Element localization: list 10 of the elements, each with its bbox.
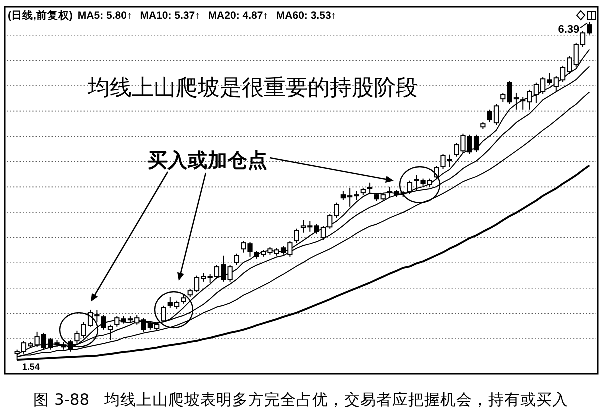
annotation: 1.54 <box>22 362 40 372</box>
annotation: MA60: 3.53↑ <box>276 10 337 22</box>
annotation: MA20: 4.87↑ <box>208 10 268 22</box>
annotation: 均线上山爬坡是很重要的持股阶段 <box>88 76 418 101</box>
title: (日线,前复权) <box>8 10 73 22</box>
annotation: 买入或加仓点 <box>148 149 268 172</box>
annotation: 图 3-88 均线上山爬坡表明多方完全占优，交易者应把握机会，持有或买入 <box>34 391 568 409</box>
annotation: MA10: 5.37↑ <box>140 10 200 22</box>
annotation: 6.39 <box>558 24 580 36</box>
annotation: MA5: 5.80↑ <box>78 10 132 22</box>
